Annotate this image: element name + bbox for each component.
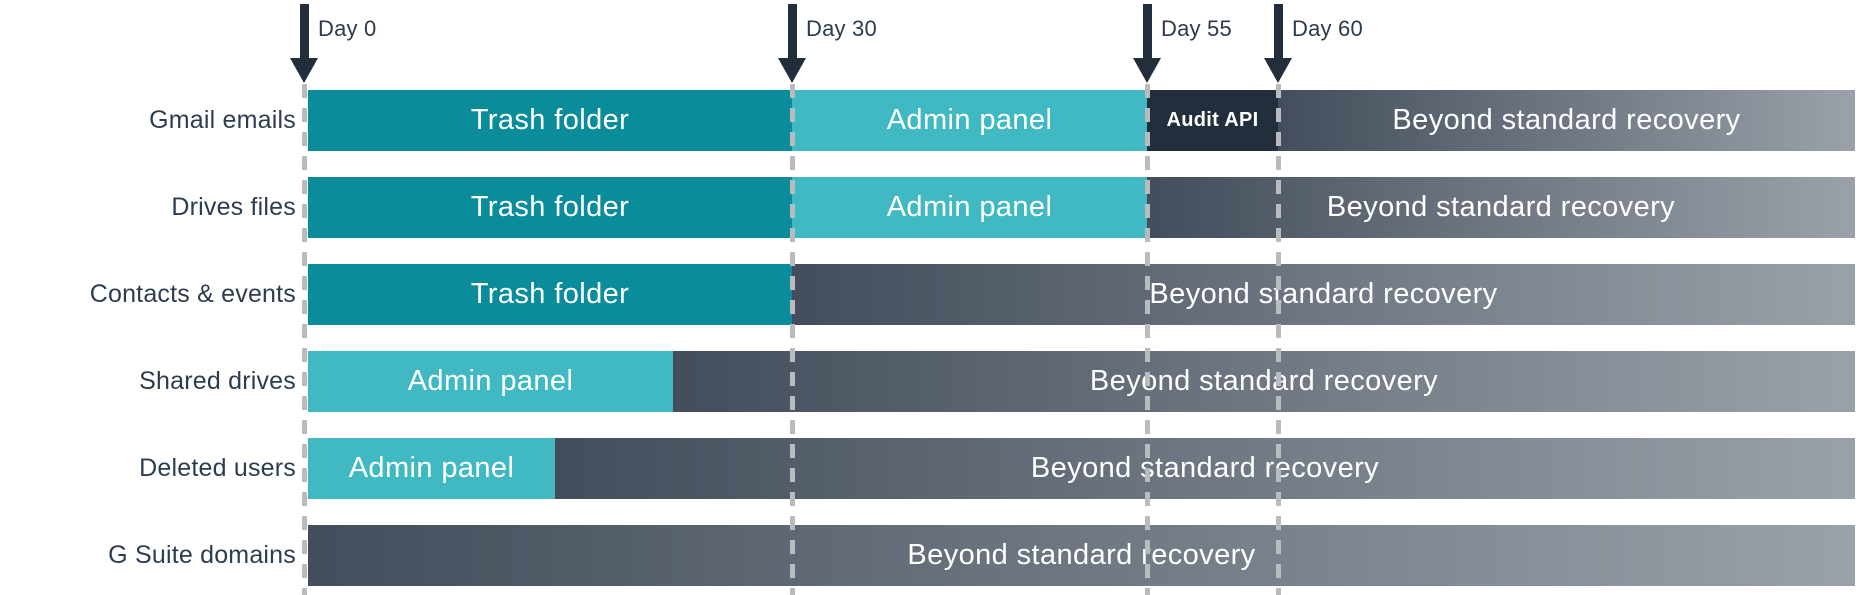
day-arrow-icon bbox=[1274, 4, 1283, 59]
day-arrow-icon bbox=[1143, 4, 1152, 59]
day-marker-label: Day 55 bbox=[1161, 16, 1232, 41]
bar-segment-label: Beyond standard recovery bbox=[1030, 452, 1380, 484]
row-label: Shared drives bbox=[139, 367, 296, 395]
bar-segment-label: Admin panel bbox=[886, 191, 1053, 223]
day-gridline bbox=[302, 84, 307, 595]
bar-segment-label: Beyond standard recovery bbox=[1149, 278, 1498, 310]
bar-segment: Beyond standard recovery bbox=[555, 438, 1855, 499]
bar-segment: Beyond standard recovery bbox=[1147, 177, 1855, 238]
row-label: Drives files bbox=[171, 193, 296, 221]
day-marker-label: Day 30 bbox=[806, 16, 877, 41]
bar-segment: Beyond standard recovery bbox=[673, 351, 1855, 412]
day-marker-label: Day 0 bbox=[318, 16, 377, 41]
bar-segment: Beyond standard recovery bbox=[308, 525, 1855, 586]
bar-segment: Trash folder bbox=[308, 90, 792, 151]
bar-segment-label: Admin panel bbox=[407, 365, 574, 397]
bar-segment: Trash folder bbox=[308, 264, 792, 325]
bar-segment: Admin panel bbox=[792, 90, 1147, 151]
row-label: Deleted users bbox=[139, 454, 296, 482]
bar-segment-label: Audit API bbox=[1166, 109, 1259, 131]
day-arrow-icon bbox=[290, 58, 318, 83]
bar-segment-label: Trash folder bbox=[470, 278, 630, 310]
bar-segment: Admin panel bbox=[308, 351, 673, 412]
day-gridline bbox=[1145, 84, 1150, 595]
day-gridline bbox=[790, 84, 795, 595]
bar-segment-label: Beyond standard recovery bbox=[1392, 104, 1741, 136]
bar-segment-label: Beyond standard recovery bbox=[907, 539, 1256, 571]
bar-segment-label: Beyond standard recovery bbox=[1089, 365, 1439, 397]
bar-segment: Audit API bbox=[1147, 90, 1278, 151]
bar-segment: Beyond standard recovery bbox=[792, 264, 1855, 325]
bar-segment: Trash folder bbox=[308, 177, 792, 238]
bar-segment-label: Admin panel bbox=[886, 104, 1053, 136]
day-arrow-icon bbox=[788, 4, 797, 59]
bar-segment-label: Trash folder bbox=[470, 104, 630, 136]
bar-segment-label: Admin panel bbox=[348, 452, 515, 484]
day-gridline bbox=[1276, 84, 1281, 595]
row-label: Gmail emails bbox=[149, 106, 296, 134]
bar-segment: Beyond standard recovery bbox=[1278, 90, 1855, 151]
day-arrow-icon bbox=[1264, 58, 1292, 83]
bar-segment: Admin panel bbox=[792, 177, 1147, 238]
bar-segment: Admin panel bbox=[308, 438, 555, 499]
row-label: G Suite domains bbox=[108, 541, 296, 569]
bar-segment-label: Trash folder bbox=[470, 191, 630, 223]
day-arrow-icon bbox=[1133, 58, 1161, 83]
day-arrow-icon bbox=[778, 58, 806, 83]
bar-segment-label: Beyond standard recovery bbox=[1326, 191, 1676, 223]
row-label: Contacts & events bbox=[89, 280, 296, 308]
day-arrow-icon bbox=[300, 4, 309, 59]
day-marker-label: Day 60 bbox=[1292, 16, 1363, 41]
